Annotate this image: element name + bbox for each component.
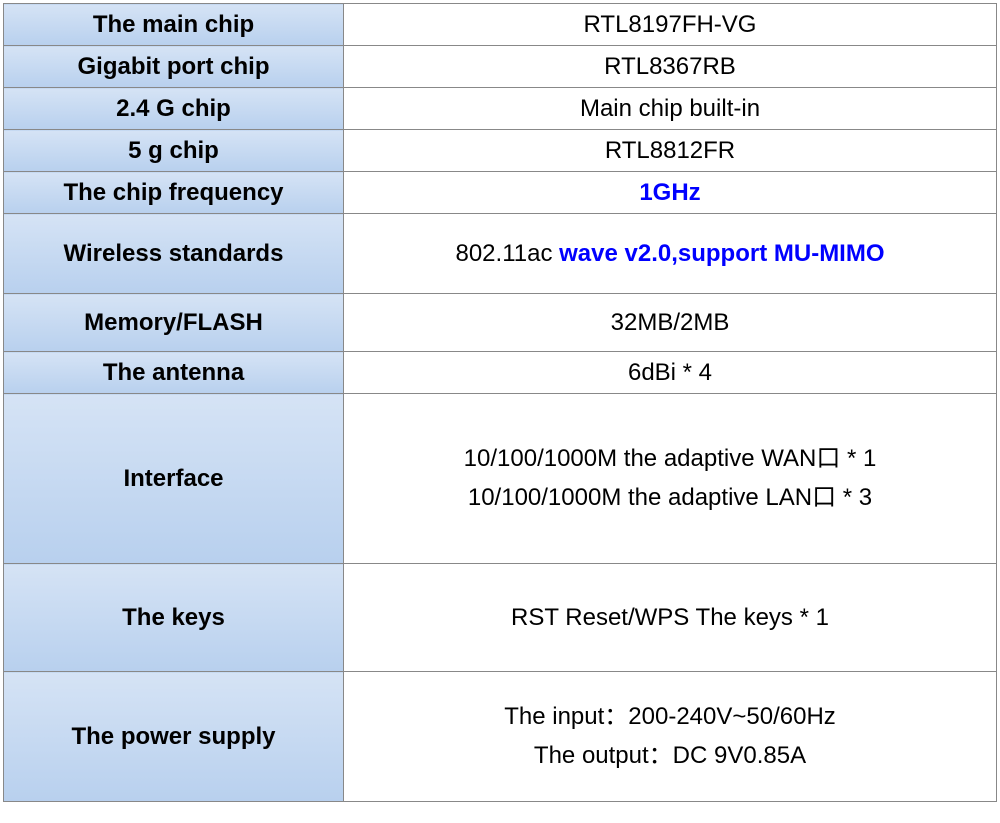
spec-label: The main chip [4, 4, 344, 46]
table-row: The power supply The input：200-240V~50/6… [4, 672, 997, 802]
table-row: The main chip RTL8197FH-VG [4, 4, 997, 46]
spec-value: 1GHz [344, 172, 997, 214]
spec-label: The chip frequency [4, 172, 344, 214]
spec-label: Interface [4, 394, 344, 564]
spec-value: RTL8197FH-VG [344, 4, 997, 46]
spec-value-line: The output：DC 9V0.85A [344, 737, 996, 775]
spec-value: 6dBi * 4 [344, 352, 997, 394]
spec-value-line: The input：200-240V~50/60Hz [344, 698, 996, 736]
table-row: 2.4 G chip Main chip built-in [4, 88, 997, 130]
spec-value-line: 10/100/1000M the adaptive WAN口 * 1 [344, 440, 996, 478]
spec-value: 10/100/1000M the adaptive WAN口 * 1 10/10… [344, 394, 997, 564]
table-row: Gigabit port chip RTL8367RB [4, 46, 997, 88]
spec-value-highlight: wave v2.0,support MU-MIMO [559, 240, 884, 267]
spec-label: Gigabit port chip [4, 46, 344, 88]
spec-value: RTL8367RB [344, 46, 997, 88]
spec-value: 32MB/2MB [344, 294, 997, 352]
spec-value: RTL8812FR [344, 130, 997, 172]
table-row: The keys RST Reset/WPS The keys * 1 [4, 564, 997, 672]
spec-value-prefix: 802.11ac [455, 240, 559, 267]
table-row: Memory/FLASH 32MB/2MB [4, 294, 997, 352]
table-row: The antenna 6dBi * 4 [4, 352, 997, 394]
spec-label: The power supply [4, 672, 344, 802]
spec-label: The antenna [4, 352, 344, 394]
spec-value: The input：200-240V~50/60Hz The output：DC… [344, 672, 997, 802]
spec-label: Wireless standards [4, 214, 344, 294]
spec-table: The main chip RTL8197FH-VG Gigabit port … [3, 3, 997, 802]
table-row: Wireless standards 802.11ac wave v2.0,su… [4, 214, 997, 294]
spec-table-body: The main chip RTL8197FH-VG Gigabit port … [4, 4, 997, 802]
spec-value: RST Reset/WPS The keys * 1 [344, 564, 997, 672]
spec-value-line: 10/100/1000M the adaptive LAN口 * 3 [344, 479, 996, 517]
table-row: The chip frequency 1GHz [4, 172, 997, 214]
spec-value-highlight: 1GHz [639, 179, 700, 206]
spec-value: 802.11ac wave v2.0,support MU-MIMO [344, 214, 997, 294]
spec-label: 2.4 G chip [4, 88, 344, 130]
spec-label: Memory/FLASH [4, 294, 344, 352]
spec-value: Main chip built-in [344, 88, 997, 130]
spec-label: 5 g chip [4, 130, 344, 172]
spec-label: The keys [4, 564, 344, 672]
table-row: 5 g chip RTL8812FR [4, 130, 997, 172]
table-row: Interface 10/100/1000M the adaptive WAN口… [4, 394, 997, 564]
